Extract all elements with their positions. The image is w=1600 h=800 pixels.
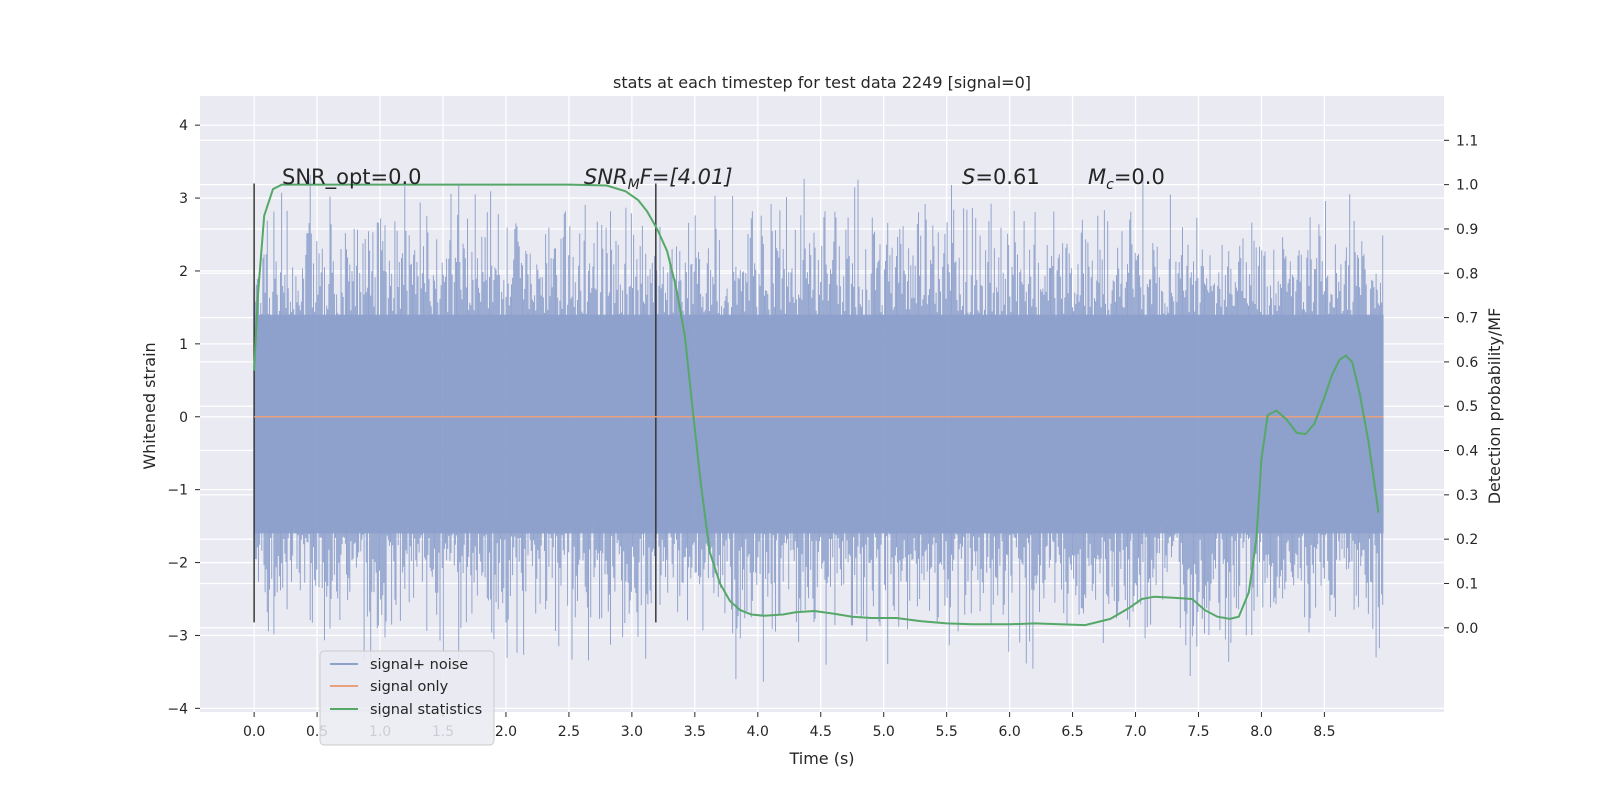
x-tick-label: 6.5: [1061, 724, 1083, 740]
annotation-s: S=0.61: [962, 165, 1040, 189]
y-tick-label: −3: [167, 628, 188, 644]
signal-statistics-series: [253, 183, 1380, 627]
x-tick-label: 6.0: [998, 724, 1020, 740]
y2-tick-label: 0.5: [1456, 399, 1478, 415]
y-axis-label: Whitened strain: [140, 342, 159, 469]
y-tick-label: 0: [179, 410, 188, 426]
annotation-mc-var: M: [1088, 165, 1106, 189]
x-tick-label: 4.5: [810, 724, 832, 740]
annotation-mc-sub: c: [1106, 177, 1114, 193]
y2-tick-label: 0.7: [1456, 311, 1478, 327]
y-tick-label: 2: [179, 264, 188, 280]
legend-label-stats: signal statistics: [370, 702, 482, 718]
signal-noise-series: [253, 175, 1384, 682]
x-axis-label: Time (s): [788, 749, 854, 768]
annotation-s-var: S: [962, 165, 975, 189]
x-tick-label: 7.0: [1124, 724, 1146, 740]
x-tick-label: 4.0: [747, 724, 769, 740]
y-tick-label: 3: [179, 191, 188, 207]
legend-label-signal: signal only: [370, 679, 449, 695]
x-tick-label: 0.0: [243, 724, 265, 740]
signal-statistics-line: [253, 183, 1380, 627]
legend: signal+ noise signal only signal statist…: [319, 650, 495, 746]
y2-tick-label: 0.3: [1456, 488, 1478, 504]
x-tick-label: 3.0: [621, 724, 643, 740]
annotation-mc: Mc=0.0: [1088, 165, 1165, 193]
y2-tick-label: 1.1: [1456, 133, 1478, 149]
y-tick-label: 4: [179, 118, 188, 134]
annotation-snr-mf-rest: F=[4.01]: [640, 165, 733, 189]
x-tick-label: 2.0: [495, 724, 517, 740]
x-tick-label: 8.0: [1250, 724, 1272, 740]
x-tick-label: 2.5: [558, 724, 580, 740]
y2-tick-label: 0.1: [1456, 576, 1478, 592]
chart-title: stats at each timestep for test data 224…: [613, 73, 1031, 92]
y2-tick-label: 1.0: [1456, 178, 1478, 194]
y-tick-label: −2: [167, 556, 188, 572]
y2-tick-label: 0.9: [1456, 222, 1478, 238]
y-tick-label: −1: [167, 483, 188, 499]
annotation-snr-opt: SNR_opt=0.0: [282, 165, 422, 190]
y2-tick-label: 0.8: [1456, 266, 1478, 282]
annotation-snr-mf-main: SNR: [584, 165, 628, 189]
x-tick-label: 5.0: [873, 724, 895, 740]
y2-tick-label: 0.0: [1456, 621, 1478, 637]
legend-label-noise: signal+ noise: [370, 657, 468, 673]
y2-tick-label: 0.2: [1456, 532, 1478, 548]
x-tick-label: 3.5: [684, 724, 706, 740]
y-tick-label: 1: [179, 337, 188, 353]
annotation-snr-mf: SNRMF=[4.01]: [584, 165, 733, 193]
legend-box: [319, 650, 495, 746]
y-tick-label: −4: [167, 701, 188, 717]
x-tick-label: 8.5: [1313, 724, 1335, 740]
y2-tick-label: 0.6: [1456, 355, 1478, 371]
annotation-snr-mf-sub: M: [628, 177, 640, 193]
y2-axis-label: Detection probability/MF: [1485, 308, 1504, 505]
annotation-s-rest: =0.61: [975, 165, 1039, 189]
x-tick-label: 7.5: [1187, 724, 1209, 740]
y2-tick-label: 0.4: [1456, 444, 1478, 460]
vertical-markers: [253, 183, 657, 623]
ticks: 0.00.51.01.52.02.53.03.54.04.55.05.56.06…: [167, 118, 1478, 740]
annotation-mc-rest: =0.0: [1114, 165, 1165, 189]
x-tick-label: 5.5: [936, 724, 958, 740]
